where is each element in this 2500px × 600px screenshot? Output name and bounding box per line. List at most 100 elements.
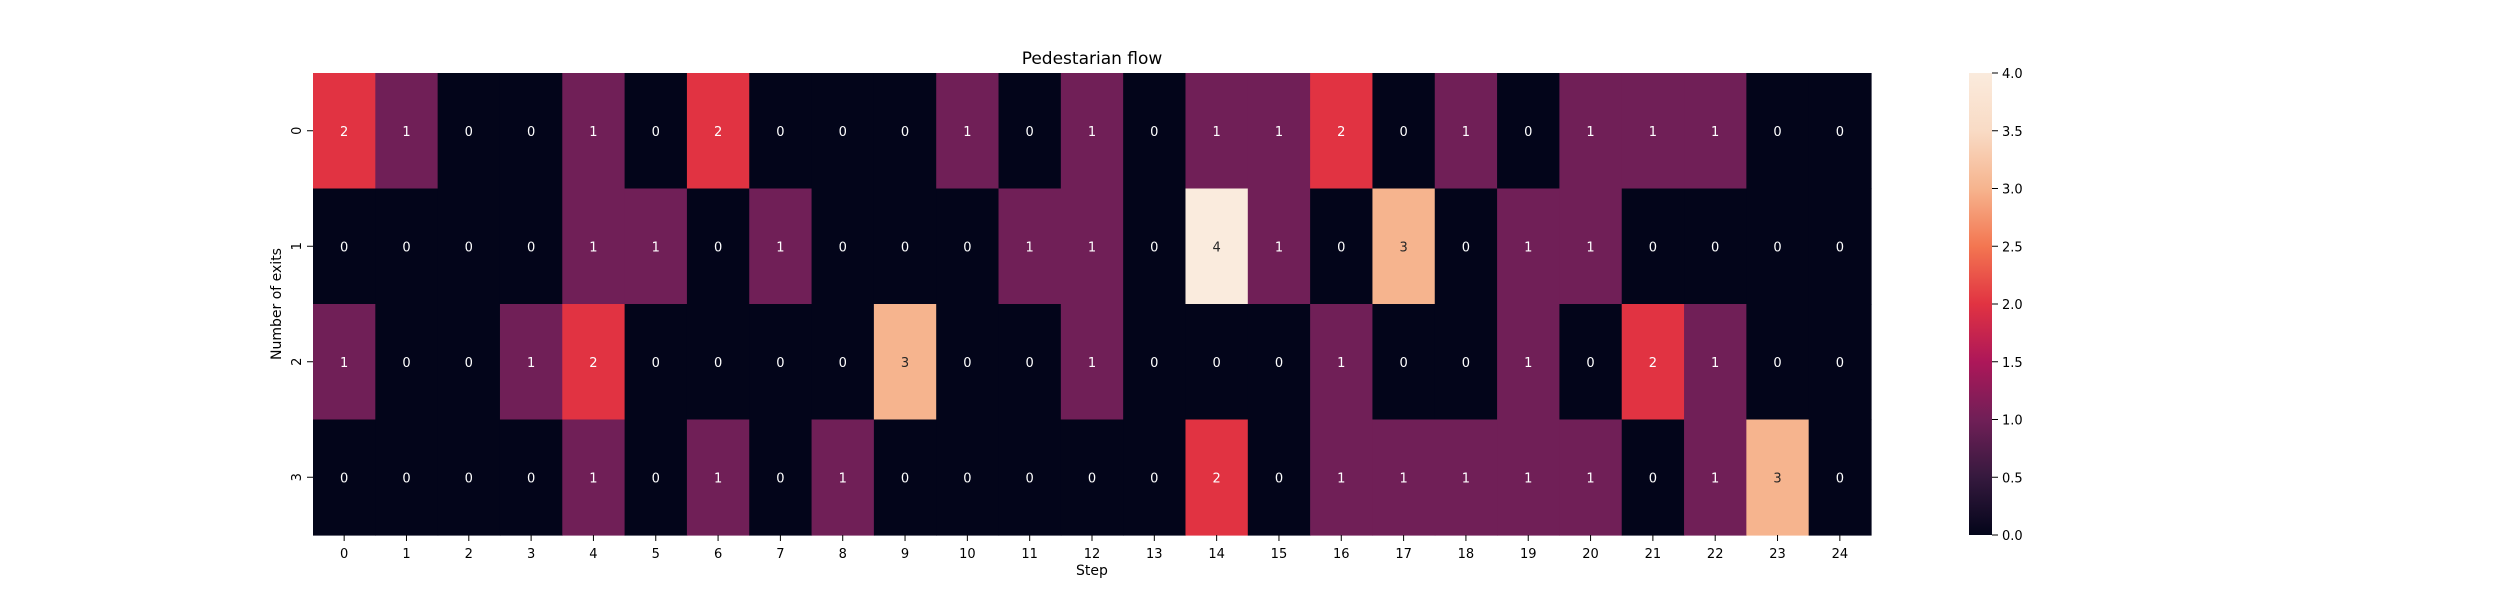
x-tick-label: 10 (959, 547, 976, 562)
heatmap-cell (313, 73, 376, 190)
heatmap-cell (1310, 419, 1374, 536)
x-tick-label: 23 (1769, 547, 1786, 562)
heatmap-cell (1247, 188, 1311, 305)
heatmap-cell (686, 73, 750, 190)
cell-value-label: 1 (340, 356, 348, 371)
heatmap-cell (437, 73, 501, 190)
colorbar-tick-label: 2.0 (2002, 298, 2023, 313)
heatmap-cell (1434, 188, 1498, 305)
x-tick-label: 16 (1333, 547, 1350, 562)
x-tick-label: 24 (1832, 547, 1849, 562)
heatmap-cell (1746, 419, 1810, 536)
heatmap-cell (873, 188, 937, 305)
cell-value-label: 0 (1649, 471, 1657, 486)
y-tick-label: 3 (290, 473, 305, 481)
cell-value-label: 0 (1088, 471, 1096, 486)
y-axis-ticks: 0 1 2 3 (290, 127, 313, 481)
x-tick-label: 9 (901, 547, 909, 562)
heatmap-cell (1372, 188, 1436, 305)
x-tick-label: 0 (340, 547, 348, 562)
y-tick-label: 1 (290, 242, 305, 250)
heatmap-cell (1621, 73, 1685, 190)
y-axis-label: Number of exits (269, 248, 285, 360)
x-tick-label: 19 (1520, 547, 1537, 562)
heatmap-cell (313, 304, 376, 421)
x-tick-label: 20 (1582, 547, 1599, 562)
heatmap-cell (499, 73, 563, 190)
cell-value-label: 0 (1711, 240, 1719, 255)
cell-value-label: 0 (1275, 356, 1283, 371)
cell-value-label: 0 (1586, 356, 1594, 371)
heatmap-cell (562, 73, 626, 190)
cell-value-label: 1 (1524, 356, 1532, 371)
heatmap-cell (936, 73, 1000, 190)
cell-value-label: 1 (963, 125, 971, 140)
cell-value-label: 0 (527, 125, 535, 140)
heatmap-cell (1497, 419, 1560, 536)
cell-value-label: 0 (465, 240, 473, 255)
cell-value-label: 1 (1088, 240, 1096, 255)
cell-value-label: 1 (1586, 240, 1594, 255)
heatmap-cell (811, 304, 875, 421)
cell-value-label: 1 (1524, 240, 1532, 255)
cell-value-label: 0 (963, 471, 971, 486)
cell-value-label: 0 (1150, 125, 1158, 140)
heatmap-cell (936, 419, 1000, 536)
heatmap-cell (1247, 419, 1311, 536)
x-tick-label: 21 (1645, 547, 1662, 562)
cell-value-label: 0 (839, 125, 847, 140)
x-axis-ticks: 0 1 2 3 4 5 6 7 8 9 10 11 12 13 14 15 16 17 18 19 20 21 22 23 24 (340, 535, 1848, 562)
cell-value-label: 0 (1649, 240, 1657, 255)
cell-value-label: 0 (1462, 356, 1470, 371)
cell-value-label: 1 (1524, 471, 1532, 486)
heatmap-cells: 2 1 0 0 1 0 2 0 0 0 1 0 1 0 1 1 2 0 1 0 1 1 1 0 0 0 0 0 0 1 1 0 1 0 0 0 1 1 0 4… (313, 73, 1872, 536)
cell-value-label: 0 (340, 471, 348, 486)
colorbar-tick-label: 0.0 (2002, 529, 2023, 544)
cell-value-label: 0 (776, 356, 784, 371)
heatmap-cell (375, 188, 439, 305)
heatmap-cell (811, 73, 875, 190)
cell-value-label: 0 (465, 356, 473, 371)
cell-value-label: 1 (1711, 125, 1719, 140)
heatmap-cell (686, 419, 750, 536)
cell-value-label: 1 (1711, 471, 1719, 486)
cell-value-label: 0 (963, 356, 971, 371)
x-tick-label: 14 (1208, 547, 1225, 562)
cell-value-label: 1 (1275, 240, 1283, 255)
heatmap-cell (998, 419, 1062, 536)
cell-value-label: 0 (1026, 356, 1034, 371)
cell-value-label: 1 (1586, 125, 1594, 140)
heatmap-cell (1185, 73, 1249, 190)
cell-value-label: 1 (1462, 471, 1470, 486)
cell-value-label: 0 (1773, 125, 1781, 140)
cell-value-label: 0 (402, 471, 410, 486)
cell-value-label: 1 (1462, 125, 1470, 140)
heatmap-cell (375, 304, 439, 421)
heatmap-cell (1559, 73, 1623, 190)
cell-value-label: 1 (1212, 125, 1220, 140)
x-tick-label: 22 (1707, 547, 1724, 562)
heatmap-cell (873, 419, 937, 536)
heatmap-cell (1746, 73, 1810, 190)
heatmap-cell (1746, 304, 1810, 421)
cell-value-label: 0 (1337, 240, 1345, 255)
cell-value-label: 0 (465, 125, 473, 140)
cell-value-label: 1 (589, 240, 597, 255)
cell-value-label: 0 (714, 240, 722, 255)
heatmap-cell (998, 73, 1062, 190)
heatmap-cell (998, 188, 1062, 305)
heatmap-cell (1497, 304, 1560, 421)
cell-value-label: 0 (1462, 240, 1470, 255)
cell-value-label: 0 (714, 356, 722, 371)
cell-value-label: 0 (776, 125, 784, 140)
heatmap-cell (1684, 73, 1747, 190)
heatmap-cell (1123, 304, 1187, 421)
cell-value-label: 1 (652, 240, 660, 255)
cell-value-label: 0 (1773, 240, 1781, 255)
x-tick-label: 5 (652, 547, 660, 562)
colorbar-ticks: 0.0 0.5 1.0 1.5 2.0 2.5 3.0 3.5 4.0 (1992, 67, 2023, 544)
cell-value-label: 0 (839, 240, 847, 255)
heatmap-cell (562, 304, 626, 421)
cell-value-label: 0 (1836, 471, 1844, 486)
cell-value-label: 2 (1649, 356, 1657, 371)
